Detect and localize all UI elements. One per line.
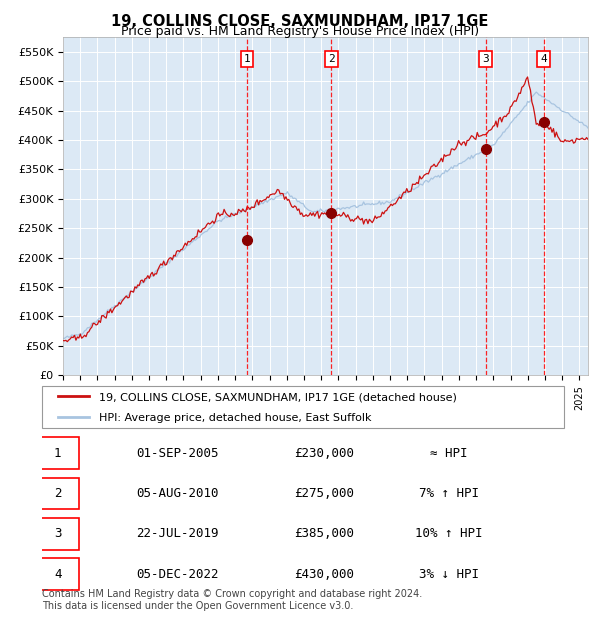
Text: 22-JUL-2019: 22-JUL-2019 bbox=[136, 528, 219, 540]
Text: £385,000: £385,000 bbox=[294, 528, 354, 540]
Text: 4: 4 bbox=[54, 568, 61, 580]
FancyBboxPatch shape bbox=[37, 438, 79, 469]
Text: 1: 1 bbox=[243, 54, 250, 64]
Text: 3: 3 bbox=[482, 54, 489, 64]
Text: 10% ↑ HPI: 10% ↑ HPI bbox=[415, 528, 483, 540]
Text: 19, COLLINS CLOSE, SAXMUNDHAM, IP17 1GE: 19, COLLINS CLOSE, SAXMUNDHAM, IP17 1GE bbox=[112, 14, 488, 29]
FancyBboxPatch shape bbox=[37, 559, 79, 590]
Text: 3% ↓ HPI: 3% ↓ HPI bbox=[419, 568, 479, 580]
Text: £430,000: £430,000 bbox=[294, 568, 354, 580]
Text: 05-DEC-2022: 05-DEC-2022 bbox=[136, 568, 219, 580]
Text: 2: 2 bbox=[328, 54, 335, 64]
Text: Price paid vs. HM Land Registry's House Price Index (HPI): Price paid vs. HM Land Registry's House … bbox=[121, 25, 479, 38]
Text: HPI: Average price, detached house, East Suffolk: HPI: Average price, detached house, East… bbox=[100, 413, 372, 423]
Text: £275,000: £275,000 bbox=[294, 487, 354, 500]
Text: 4: 4 bbox=[540, 54, 547, 64]
Text: 3: 3 bbox=[54, 528, 61, 540]
Text: £230,000: £230,000 bbox=[294, 447, 354, 459]
Text: 1: 1 bbox=[54, 447, 61, 459]
FancyBboxPatch shape bbox=[42, 386, 564, 428]
Text: 2: 2 bbox=[54, 487, 61, 500]
Text: 19, COLLINS CLOSE, SAXMUNDHAM, IP17 1GE (detached house): 19, COLLINS CLOSE, SAXMUNDHAM, IP17 1GE … bbox=[100, 392, 457, 402]
Text: Contains HM Land Registry data © Crown copyright and database right 2024.
This d: Contains HM Land Registry data © Crown c… bbox=[42, 589, 422, 611]
Text: ≈ HPI: ≈ HPI bbox=[430, 447, 468, 459]
FancyBboxPatch shape bbox=[37, 518, 79, 549]
Text: 05-AUG-2010: 05-AUG-2010 bbox=[136, 487, 219, 500]
Text: 01-SEP-2005: 01-SEP-2005 bbox=[136, 447, 219, 459]
Text: 7% ↑ HPI: 7% ↑ HPI bbox=[419, 487, 479, 500]
FancyBboxPatch shape bbox=[37, 478, 79, 509]
